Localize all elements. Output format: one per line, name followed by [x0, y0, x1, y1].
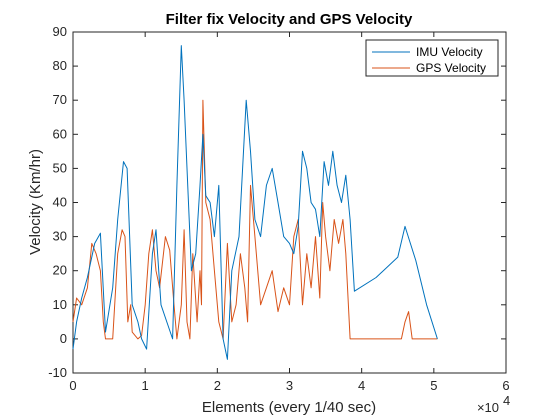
legend-label-gps-velocity: GPS Velocity: [416, 61, 486, 75]
x-tick-label: 4: [358, 378, 365, 393]
y-tick-label: 30: [53, 229, 67, 244]
x-tick-label: 0: [69, 378, 76, 393]
legend-box: [365, 39, 499, 77]
series-line-gps-velocity: [72, 99, 438, 340]
x-exponent-base: ×10: [477, 400, 499, 415]
y-tick-label: 50: [53, 160, 67, 175]
x-axis: 0 1 2 3 4 5 6: [69, 32, 510, 393]
y-tick-label: 20: [53, 263, 67, 278]
legend: IMU Velocity GPS Velocity: [365, 39, 499, 77]
y-axis: -10 0 10 20 30 40 50 60 70 80 90: [48, 24, 506, 380]
x-tick-label: 6: [502, 378, 509, 393]
x-exponent-power: 4: [503, 393, 510, 408]
y-tick-label: 0: [60, 331, 67, 346]
y-tick-label: 10: [53, 297, 67, 312]
y-tick-label: -10: [48, 365, 67, 380]
x-tick-label: 5: [430, 378, 437, 393]
x-exponent: ×10 4: [477, 393, 510, 415]
x-tick-label: 2: [214, 378, 221, 393]
y-tick-label: 60: [53, 126, 67, 141]
y-tick-label: 70: [53, 92, 67, 107]
x-axis-label: Elements (every 1/40 sec): [202, 399, 376, 416]
y-tick-label: 90: [53, 24, 67, 39]
series-line-imu-velocity: [72, 45, 438, 360]
chart-title: Filter fix Velocity and GPS Velocity: [166, 11, 413, 28]
y-tick-label: 40: [53, 195, 67, 210]
plot-area: [72, 31, 507, 374]
legend-label-imu-velocity: IMU Velocity: [416, 45, 483, 59]
x-tick-label: 3: [286, 378, 293, 393]
x-tick-label: 1: [142, 378, 149, 393]
y-tick-label: 80: [53, 58, 67, 73]
series-layer: [72, 45, 438, 360]
y-axis-label: Velocity (Km/hr): [27, 149, 44, 255]
